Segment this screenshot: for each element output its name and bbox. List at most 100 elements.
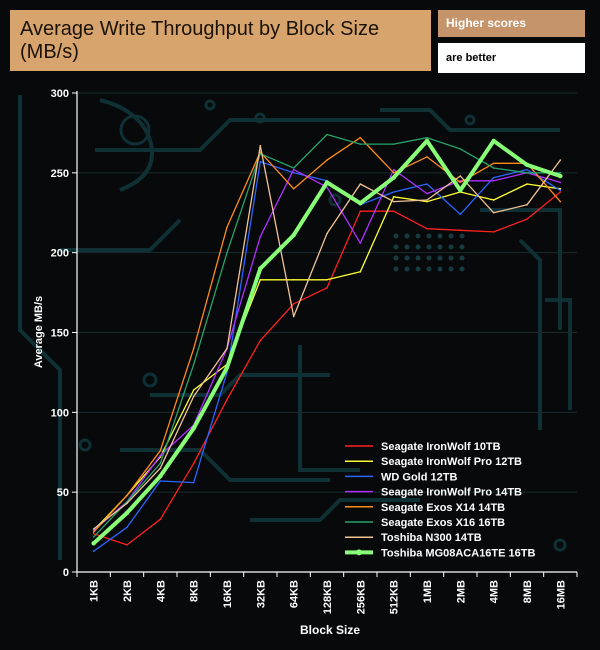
x-tick-label: 2MB xyxy=(455,580,467,603)
data-point xyxy=(458,188,463,193)
data-point xyxy=(392,143,395,145)
data-point xyxy=(291,232,296,238)
data-point xyxy=(359,210,362,212)
data-point xyxy=(559,181,562,184)
x-tick-label: 16MB xyxy=(555,580,567,609)
chart-title: Average Write Throughput by Block Size (… xyxy=(20,17,380,63)
data-point xyxy=(526,172,528,174)
data-point xyxy=(258,266,263,271)
legend-label: Toshiba N300 14TB xyxy=(381,532,482,544)
data-point xyxy=(559,172,562,174)
circuit-trace xyxy=(545,298,572,410)
data-point xyxy=(526,168,528,171)
series-7 xyxy=(92,144,562,530)
data-point xyxy=(326,279,328,281)
circuit-trace xyxy=(518,238,542,430)
data-point xyxy=(192,481,195,484)
data-point xyxy=(459,175,462,177)
data-point xyxy=(224,365,230,370)
circuit-dot xyxy=(393,255,399,261)
data-point xyxy=(226,226,228,228)
data-point xyxy=(326,232,328,235)
circuit-node xyxy=(464,114,476,126)
data-point xyxy=(459,181,462,184)
x-tick-label: 4MB xyxy=(489,580,501,603)
data-point xyxy=(359,242,362,244)
circuit-trace xyxy=(480,208,562,330)
data-point xyxy=(392,210,395,212)
data-point xyxy=(459,180,462,182)
data-point xyxy=(259,339,262,342)
data-point xyxy=(492,176,495,179)
x-axis-label: Block Size xyxy=(300,623,360,637)
data-point xyxy=(492,180,495,182)
legend-label: WD Gold 12TB xyxy=(381,471,457,483)
data-point xyxy=(159,518,162,521)
series-6 xyxy=(92,133,562,538)
data-point xyxy=(259,279,262,281)
circuit-dot xyxy=(404,244,410,250)
data-point xyxy=(392,191,395,193)
y-tick-label: 150 xyxy=(51,328,69,340)
circuit-dot xyxy=(459,266,465,272)
circuit-dot xyxy=(459,255,465,261)
data-point xyxy=(292,279,295,281)
data-point xyxy=(426,192,428,195)
data-point xyxy=(124,510,130,516)
data-point xyxy=(292,188,295,190)
data-point xyxy=(159,449,162,452)
x-tick-label: 2KB xyxy=(122,580,134,602)
data-point xyxy=(426,156,428,158)
data-point xyxy=(159,462,162,465)
data-point xyxy=(526,183,528,185)
legend-label: Seagate IronWolf Pro 14TB xyxy=(381,487,522,499)
data-point xyxy=(559,191,562,193)
data-point xyxy=(326,286,328,289)
series-4 xyxy=(92,168,562,532)
data-point xyxy=(491,138,496,144)
data-point xyxy=(559,189,562,192)
data-point xyxy=(126,544,128,546)
data-point xyxy=(192,462,195,465)
data-point xyxy=(126,526,128,529)
data-point xyxy=(492,231,495,233)
series-5 xyxy=(92,136,562,533)
circuit-dot xyxy=(415,255,421,261)
legend: Seagate IronWolf 10TB Seagate IronWolf Pr… xyxy=(345,441,535,559)
x-tick-label: 128KB xyxy=(322,580,334,614)
data-point xyxy=(92,528,95,530)
legend-label: Toshiba MG08ACA16TE 16TB xyxy=(381,547,535,559)
circuit-dot xyxy=(448,255,454,261)
legend-label: Seagate Exos X16 16TB xyxy=(381,517,505,529)
data-point xyxy=(526,218,528,220)
circuit-dot xyxy=(448,244,454,250)
data-point xyxy=(426,136,428,139)
data-point xyxy=(559,200,562,203)
data-point xyxy=(159,467,162,470)
y-tick-label: 100 xyxy=(51,407,69,419)
data-point xyxy=(459,213,462,216)
circuit-dot xyxy=(459,244,465,250)
data-point xyxy=(92,536,95,538)
x-tick-label: 256KB xyxy=(355,580,367,614)
data-point xyxy=(424,138,430,144)
data-point xyxy=(426,199,428,201)
y-tick-label: 300 xyxy=(51,88,69,100)
data-point xyxy=(191,426,196,431)
circuit-dot xyxy=(404,255,410,261)
circuit-dot xyxy=(437,266,443,272)
data-point xyxy=(126,502,128,505)
circuit-dot xyxy=(426,266,432,272)
data-point xyxy=(392,195,395,198)
y-tick-label: 0 xyxy=(63,567,69,579)
x-tick-label: 8KB xyxy=(189,580,201,602)
data-point xyxy=(558,173,563,179)
circuit-dot xyxy=(448,266,454,272)
circuit-node xyxy=(254,112,266,124)
data-point xyxy=(426,183,428,185)
circuit-dot xyxy=(393,244,399,250)
data-point xyxy=(259,152,262,155)
circuit-trace xyxy=(380,108,560,132)
circuit-node xyxy=(78,438,92,452)
